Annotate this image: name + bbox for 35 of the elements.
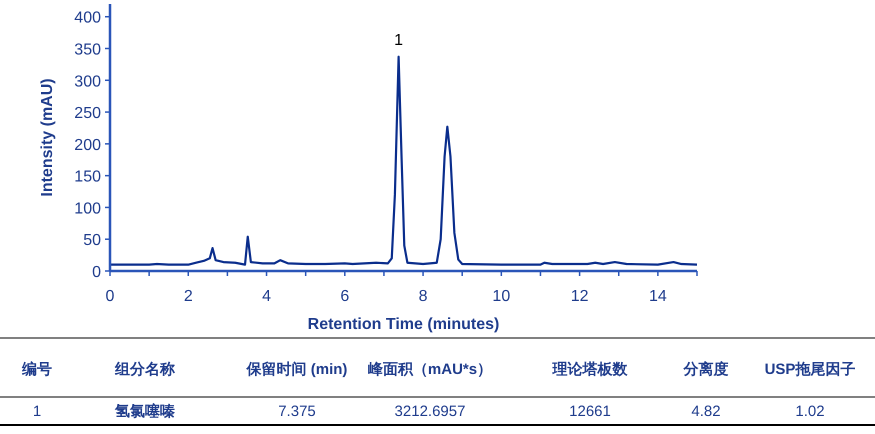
text: 分离度 (682, 360, 728, 378)
text: 组分名称 (114, 361, 176, 378)
text: 保留时间 (min) (246, 361, 348, 378)
y-axis-title: Intensity (mAU) (39, 78, 56, 197)
x-tick-label: 8 (418, 288, 428, 305)
y-tick-label: 250 (74, 105, 102, 122)
text: 峰面积（mAU*s） (368, 361, 492, 378)
y-tick-label: 150 (74, 168, 102, 186)
x-tick-label: 0 (106, 288, 115, 305)
text: 1.02 (795, 403, 825, 420)
line-series (108, 56, 698, 266)
text: 7.375 (278, 403, 316, 420)
x-tick-label: 14 (648, 288, 667, 305)
y-tick-label: 100 (74, 200, 102, 218)
text: 氢氯噻嗪 (114, 402, 176, 420)
x-tick-label: 4 (262, 288, 272, 305)
text: 12661 (569, 403, 611, 420)
x-tick-label: 12 (570, 288, 589, 305)
text: 1 (32, 403, 42, 420)
y-tick-label: 350 (74, 42, 102, 58)
y-tick-label: 200 (74, 136, 102, 154)
text: 编号 (21, 361, 52, 378)
x-tick-label: 6 (340, 288, 350, 305)
x-tick-label: 10 (492, 288, 510, 305)
y-tick-label: 300 (74, 73, 102, 90)
text: USP拖尾因子 (764, 361, 856, 378)
annotation: 1 (394, 32, 404, 49)
x-tick-label: 2 (184, 288, 193, 305)
text: 理论塔板数 (552, 361, 628, 378)
y-tick-label: 50 (83, 232, 102, 250)
y-tick-label: 0 (92, 264, 102, 281)
y-tick-label: 400 (74, 10, 102, 27)
text: 4.82 (691, 403, 721, 420)
text: 3212.6957 (394, 403, 466, 420)
x-axis-title: Retention Time (minutes) (308, 316, 500, 333)
